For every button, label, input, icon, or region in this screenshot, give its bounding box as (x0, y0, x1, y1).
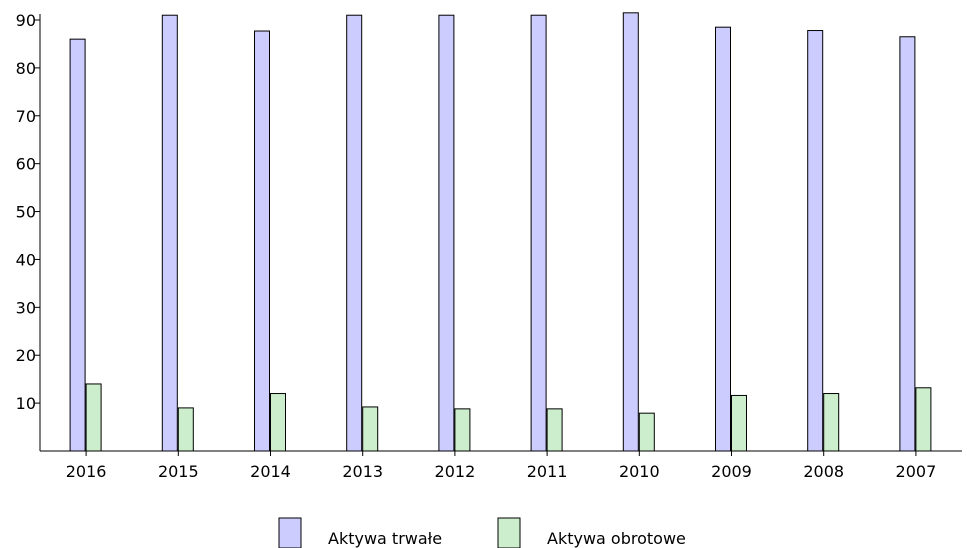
bar-aktywa-obrotowe (915, 387, 932, 452)
y-tick-label: 90 (16, 11, 36, 30)
bar-aktywa-obrotowe (546, 408, 563, 452)
y-tick-label: 70 (16, 107, 36, 126)
y-tick-label: 50 (16, 203, 36, 222)
bar-aktywa-obrotowe (731, 394, 747, 452)
y-tick-label: 40 (16, 250, 36, 269)
legend-swatch-aktywa-trwale (278, 517, 302, 548)
bar-aktywa-trwale (899, 36, 916, 452)
legend-label-aktywa-trwale: Aktywa trwałe (328, 529, 442, 548)
bar-aktywa-trwale (622, 12, 639, 452)
bar-aktywa-trwale (69, 38, 86, 452)
bar-aktywa-trwale (346, 14, 363, 452)
bar-aktywa-trwale (715, 26, 731, 452)
bar-aktywa-trwale (530, 14, 547, 452)
legend-label-aktywa-obrotowe: Aktywa obrotowe (547, 529, 686, 548)
x-tick-label: 2008 (803, 462, 844, 481)
x-tick-label: 2007 (896, 462, 937, 481)
bars (69, 12, 932, 452)
bar-aktywa-obrotowe (270, 393, 286, 452)
y-tick-label: 80 (16, 59, 36, 78)
y-tick-label: 20 (16, 346, 36, 365)
x-tick-label: 2011 (527, 462, 568, 481)
bar-aktywa-obrotowe (177, 407, 194, 452)
x-tick-label: 2014 (250, 462, 291, 481)
bar-aktywa-obrotowe (638, 412, 655, 452)
legend: Aktywa trwałe Aktywa obrotowe (278, 517, 686, 548)
bar-aktywa-obrotowe (85, 383, 102, 452)
bar-aktywa-trwale (161, 14, 178, 452)
bar-aktywa-trwale (807, 30, 824, 452)
x-tick-label: 2015 (158, 462, 199, 481)
y-tick-label: 10 (16, 394, 36, 413)
bar-aktywa-trwale (438, 14, 455, 452)
x-tick-label: 2016 (66, 462, 107, 481)
x-axis: 2016 2015 2014 2013 2012 2011 2010 2009 2008 2007 (40, 450, 962, 481)
x-tick-label: 2010 (619, 462, 660, 481)
bar-aktywa-obrotowe (823, 393, 840, 452)
bar-aktywa-trwale (254, 30, 270, 452)
x-tick-label: 2013 (342, 462, 383, 481)
y-axis: 10 20 30 40 50 60 70 80 90 (16, 11, 41, 451)
legend-swatch-aktywa-obrotowe (497, 517, 521, 548)
x-tick-label: 2012 (435, 462, 476, 481)
bar-aktywa-obrotowe (362, 406, 379, 452)
y-tick-label: 60 (16, 155, 36, 174)
y-tick-label: 30 (16, 298, 36, 317)
bar-aktywa-obrotowe (454, 408, 471, 452)
x-tick-label: 2009 (711, 462, 752, 481)
